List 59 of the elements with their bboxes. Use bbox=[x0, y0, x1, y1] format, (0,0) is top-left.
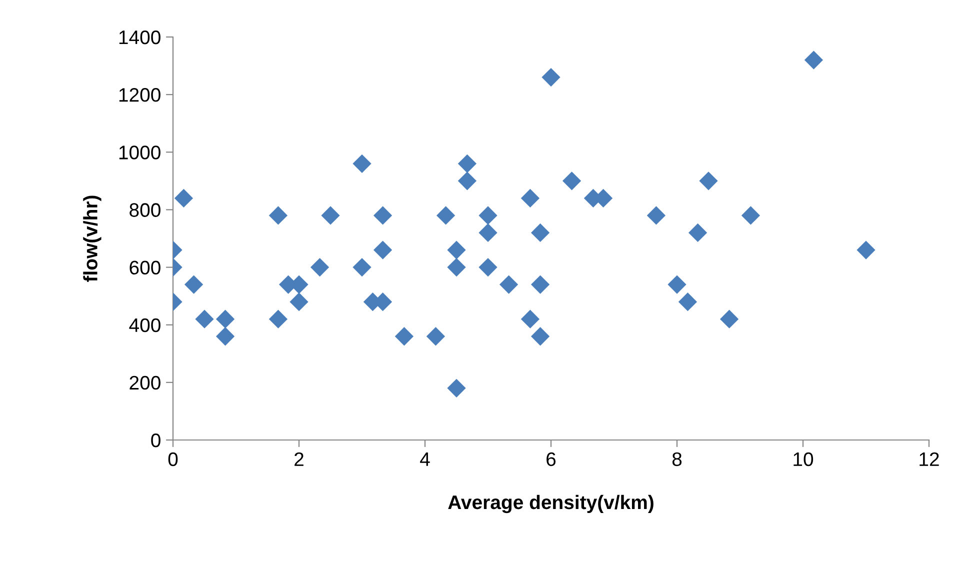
point bbox=[804, 50, 824, 70]
point bbox=[458, 172, 477, 190]
x-tick-label: 10 bbox=[794, 452, 814, 466]
x-tick-label: 4 bbox=[420, 452, 430, 466]
point bbox=[668, 275, 686, 294]
y-tick-label: 400 bbox=[129, 318, 160, 332]
point bbox=[530, 275, 550, 294]
x-tick-label: 6 bbox=[546, 452, 556, 466]
y-axis-title: flow(v/hr) bbox=[83, 196, 102, 282]
point bbox=[352, 258, 372, 277]
y-tick-label: 1400 bbox=[119, 30, 160, 44]
x-tick-label: 2 bbox=[294, 452, 304, 466]
point bbox=[530, 223, 550, 242]
point bbox=[436, 206, 456, 225]
y-tick-label: 0 bbox=[151, 433, 160, 448]
point bbox=[699, 172, 718, 190]
y-tick-label: 1200 bbox=[119, 88, 160, 102]
point bbox=[741, 206, 760, 225]
point bbox=[520, 310, 540, 328]
point bbox=[352, 154, 372, 173]
point bbox=[478, 223, 498, 242]
point bbox=[268, 206, 288, 225]
point bbox=[373, 240, 392, 260]
x-tick-label: 12 bbox=[920, 452, 939, 466]
point bbox=[520, 188, 540, 208]
point bbox=[268, 310, 288, 328]
point bbox=[310, 258, 330, 277]
point bbox=[499, 275, 518, 294]
point bbox=[562, 172, 582, 190]
point bbox=[195, 310, 214, 328]
point bbox=[646, 206, 666, 225]
point bbox=[530, 327, 550, 346]
point bbox=[542, 68, 560, 87]
point bbox=[184, 275, 204, 294]
point bbox=[426, 327, 446, 346]
point bbox=[394, 327, 414, 346]
point bbox=[290, 292, 308, 312]
point bbox=[688, 223, 708, 242]
x-axis-title: Average density(v/km) bbox=[448, 494, 654, 514]
point bbox=[720, 310, 739, 328]
y-tick-label: 200 bbox=[130, 376, 160, 390]
point bbox=[856, 240, 876, 260]
point bbox=[447, 378, 466, 398]
point bbox=[216, 310, 235, 328]
point bbox=[447, 240, 466, 260]
y-tick-label: 800 bbox=[130, 203, 160, 217]
x-tick-label: 0 bbox=[168, 452, 178, 466]
point bbox=[447, 258, 466, 277]
point bbox=[321, 206, 340, 225]
point bbox=[373, 206, 392, 225]
point bbox=[478, 206, 498, 225]
point bbox=[678, 292, 698, 312]
point bbox=[216, 327, 235, 346]
point bbox=[458, 154, 477, 173]
point bbox=[174, 188, 194, 208]
y-tick-label: 600 bbox=[130, 260, 160, 275]
x-tick-label: 8 bbox=[672, 452, 682, 466]
point bbox=[478, 258, 498, 277]
y-tick-label: 1000 bbox=[119, 146, 160, 160]
